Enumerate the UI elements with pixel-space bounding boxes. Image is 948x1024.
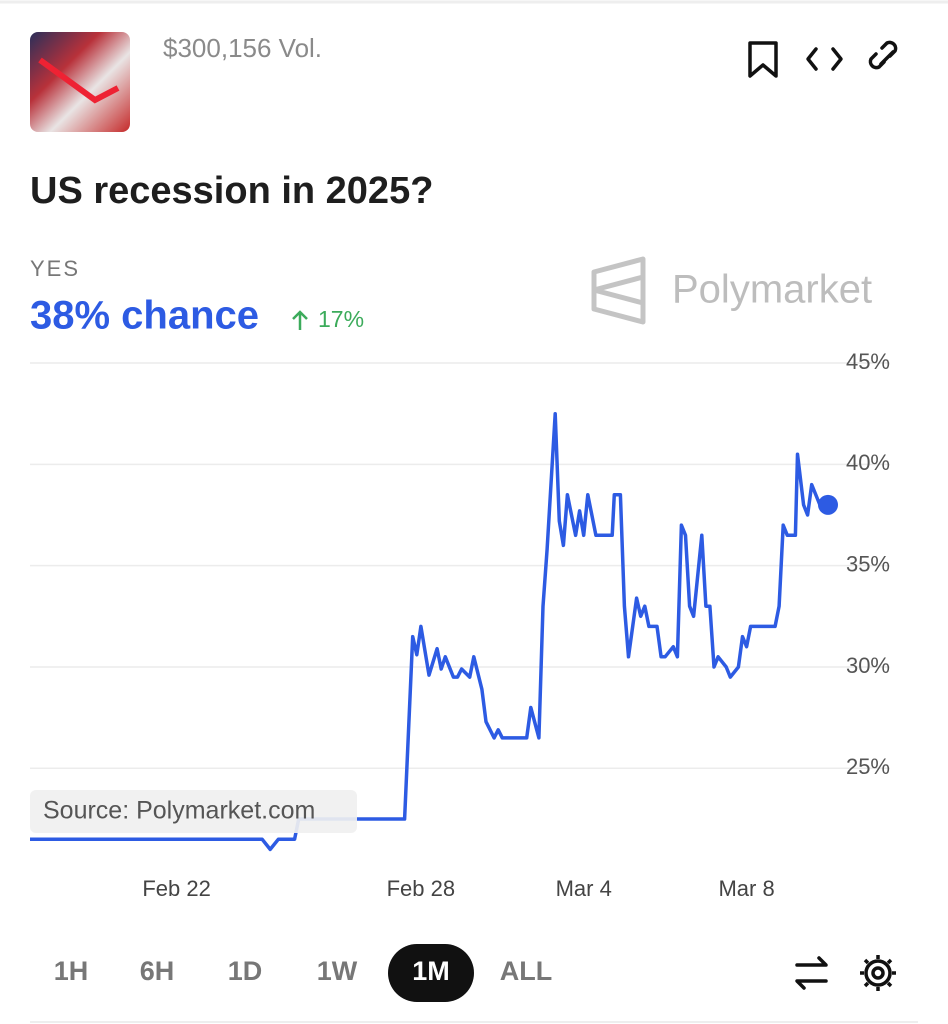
price-line [30,411,828,852]
range-button[interactable]: 1M [412,956,450,986]
swap-icon[interactable] [795,956,828,990]
range-button[interactable]: 6H [140,956,175,986]
market-thumbnail [30,32,130,132]
source-box [30,790,357,833]
range-selector: 1H 6H 1D 1W 1M ALL [54,944,552,1002]
watermark: Polymarket [672,268,872,312]
market-title: US recession in 2025? [30,170,433,212]
thumbnail-arrow [38,57,120,104]
volume: $300,156 Vol. [163,33,322,63]
range-button[interactable]: 1W [317,956,358,986]
x-tick-label: Feb 28 [387,876,456,901]
y-tick-label: 45% [846,349,890,374]
polymarket-logo [591,256,646,325]
y-tick-label: 35% [846,551,890,576]
link-icon[interactable] [868,40,898,70]
range-button[interactable]: 1D [228,956,263,986]
current-point [818,494,838,515]
x-tick-label: Mar 8 [718,876,774,901]
range-button-active[interactable] [388,944,474,1002]
range-button[interactable]: ALL [500,956,552,986]
source-label: Source: Polymarket.com [43,797,315,825]
outcome-change: 17% [318,306,364,332]
outcome-label: YES [30,256,80,281]
y-tick-label: 40% [846,450,890,475]
bookmark-icon[interactable] [748,41,778,78]
y-tick-label: 25% [846,754,890,779]
range-button[interactable]: 1H [54,956,89,986]
plot: 25% 30% 35% 40% 45% Feb 22 Feb 28 Mar 4 Mar 8 Sou… [30,349,890,901]
change-arrow [292,310,308,330]
y-tick-label: 30% [846,653,890,678]
settings-icon[interactable] [860,955,896,991]
embed-icon[interactable] [806,47,843,71]
outcome-chance: 38% chance [30,294,259,338]
x-tick-label: Feb 22 [142,876,211,901]
x-tick-label: Mar 4 [556,876,612,901]
